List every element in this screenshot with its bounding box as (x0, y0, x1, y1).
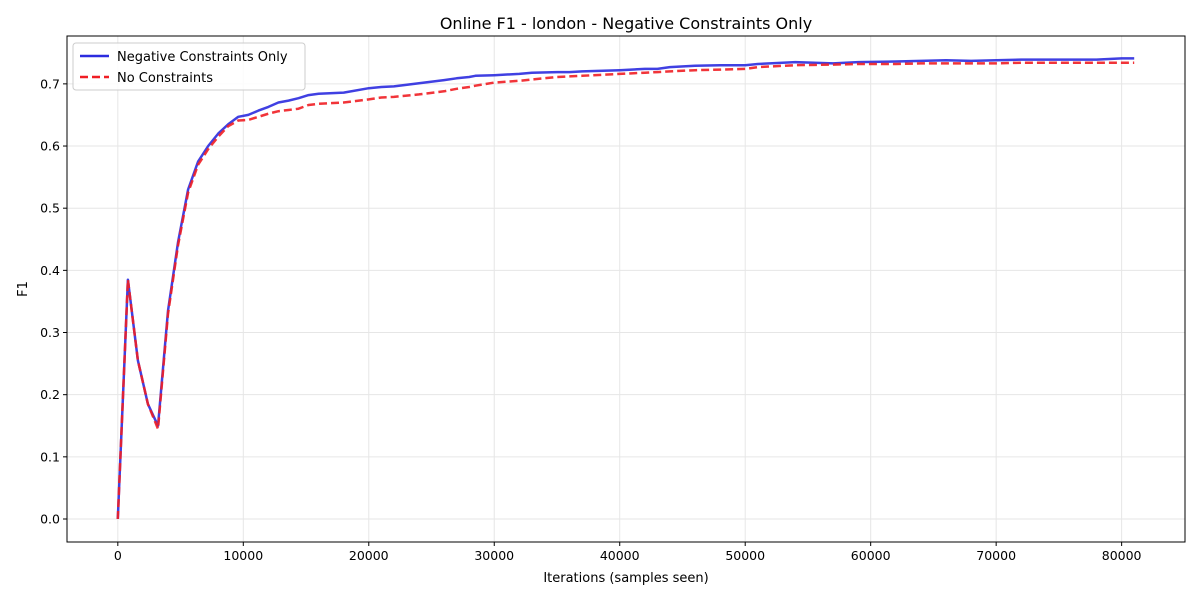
series-line-negative-constraints (116, 57, 1135, 520)
legend: Negative Constraints Only No Constraints (72, 42, 306, 91)
chart-title: Online F1 - london - Negative Constraint… (440, 14, 812, 33)
y-tick-label: 0.6 (40, 139, 60, 154)
x-tick-label: 30000 (474, 548, 514, 563)
x-tick-label: 70000 (976, 548, 1016, 563)
x-tick-label: 10000 (223, 548, 263, 563)
y-axis-label: F1 (16, 281, 31, 297)
series-layer (116, 57, 1135, 520)
x-tick-label: 80000 (1102, 548, 1142, 563)
x-tick-label: 60000 (851, 548, 891, 563)
legend-box (72, 42, 306, 91)
plot-frame (66, 35, 1186, 543)
grid (67, 36, 1185, 542)
series-line-no-constraints (116, 61, 1135, 520)
y-tick-label: 0.5 (40, 201, 60, 216)
x-tick-label: 50000 (725, 548, 765, 563)
x-tick-label: 0 (114, 548, 122, 563)
y-tick-label: 0.2 (40, 387, 60, 402)
y-tick-label: 0.3 (40, 325, 60, 340)
x-tick-label: 20000 (349, 548, 389, 563)
y-tick-label: 0.7 (40, 76, 60, 91)
y-tick-label: 0.0 (40, 512, 60, 527)
y-tick-label: 0.1 (40, 449, 60, 464)
tick-layer: 0 10000 20000 30000 40000 50000 60000 70000 8000… (40, 76, 1141, 563)
x-tick-label: 40000 (600, 548, 640, 563)
y-tick-label: 0.4 (40, 263, 60, 278)
legend-label-negative-constraints: Negative Constraints Only (117, 50, 288, 65)
legend-label-no-constraints: No Constraints (117, 71, 213, 86)
x-axis-label: Iterations (samples seen) (543, 571, 708, 586)
